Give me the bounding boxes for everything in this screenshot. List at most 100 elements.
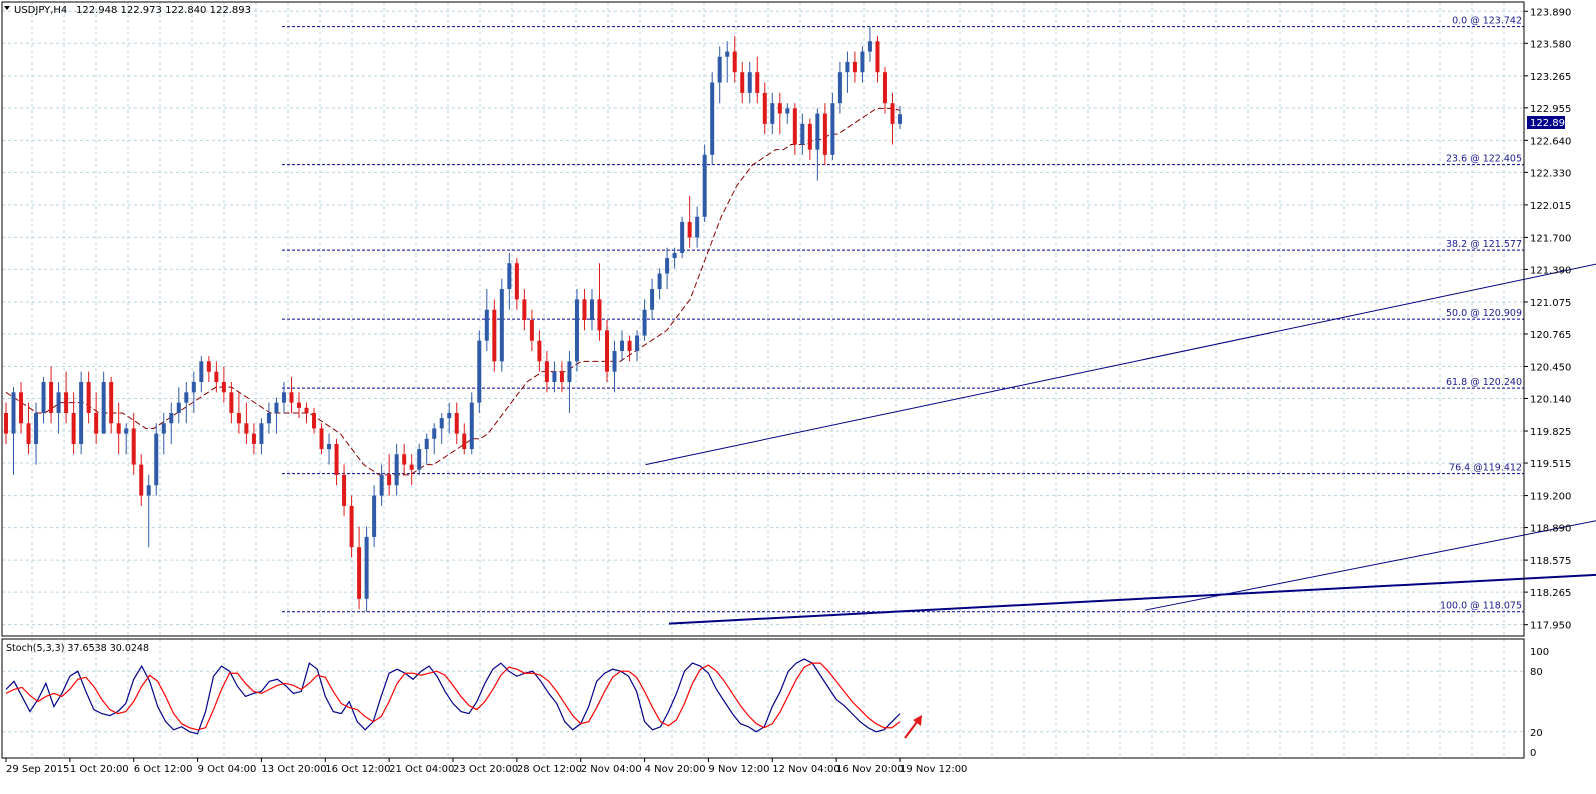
candle [717,46,722,104]
candle-body [815,113,820,150]
y-tick-label: 120.765 [1530,330,1571,341]
candle-body [687,221,692,238]
candle-body [266,412,271,424]
candle [56,381,61,434]
x-tick-label: 23 Oct 20:00 [453,764,518,775]
stoch-y-axis: 100 80 20 0 [1530,647,1549,759]
trendline-channel-upper [645,263,1596,466]
candle-body [710,82,715,155]
candle-body [522,299,527,321]
candle [702,144,707,222]
candle [349,495,354,558]
candle [394,443,399,496]
candle [312,407,317,434]
candle [469,392,474,455]
y-tick-label: 121.075 [1530,298,1571,309]
candle-body [26,423,31,444]
candle-body [627,340,632,352]
candle-body [229,392,234,413]
candle [785,103,790,124]
candle-body [439,418,444,429]
candle-body [740,72,745,93]
candle-body [146,485,151,496]
candle-body [890,103,895,124]
candle [725,41,730,83]
candle-body [492,309,497,362]
candle-body [447,412,452,419]
main-plot-frame [1,1,1525,637]
candle-body [199,361,204,382]
candle [860,46,865,83]
candle [612,340,617,393]
candle-body [770,103,775,124]
candle-body [349,505,354,548]
candle [529,309,534,352]
candle [559,361,564,393]
candle-body [852,61,857,73]
candle [319,423,324,455]
y-tick-label: 118.575 [1530,556,1571,567]
candle-body [469,402,474,450]
candle [732,36,737,83]
candle [34,402,39,465]
fib-level-label: 0.0 @ 123.742 [1452,16,1522,27]
candle [620,330,625,362]
candle-body [882,72,887,104]
candle-body [837,72,842,104]
y-tick-label: 122.330 [1530,168,1571,179]
candle-body [372,495,377,537]
candle-body [875,41,880,73]
candle [214,361,219,393]
candle-body [747,72,752,93]
stochastic-oscillator [5,658,901,735]
current-price-label: 122.893 [1530,118,1571,129]
candle-body [206,361,211,372]
candle [627,335,632,362]
candle [139,454,144,506]
x-tick-label: 1 Oct 20:00 [70,764,129,775]
candle [770,92,775,135]
candle-body [289,392,294,403]
candle-body [312,412,317,429]
candle [402,443,407,475]
candle-body [807,123,812,150]
y-tick-label: 118.265 [1530,588,1571,599]
candle [229,381,234,424]
candle [589,289,594,331]
candle [635,330,640,362]
candle [49,366,54,424]
candle-body [86,381,91,413]
candle [4,402,8,444]
candle-body [845,61,850,73]
chart-menu-icon[interactable] [4,6,10,10]
candle-body [477,340,482,403]
candle [447,402,452,434]
candle [146,474,151,548]
candle [357,526,362,610]
candle-body [109,381,114,424]
y-tick-label: 122.640 [1530,136,1571,147]
candle-body [161,423,166,434]
candle-body [281,392,286,403]
candle [605,320,610,382]
candle-body [484,309,489,341]
ohlc-label: 122.948 122.973 122.840 122.893 [76,5,251,16]
candle-body [387,474,392,486]
candle [522,289,527,331]
candle-body [867,41,872,52]
x-tick-label: 13 Oct 20:00 [261,764,326,775]
candle [852,51,857,83]
stoch-signal-line [5,662,901,731]
candle [747,61,752,104]
candle-body [582,299,587,321]
candle-body [800,123,805,145]
fib-level-label: 38.2 @ 121.577 [1446,239,1522,250]
candle-body [49,381,54,413]
candle-body [176,402,181,413]
candle-body [19,392,24,424]
y-tick-label: 119.200 [1530,492,1571,503]
candle-body [642,309,647,336]
candle-body [680,221,685,253]
